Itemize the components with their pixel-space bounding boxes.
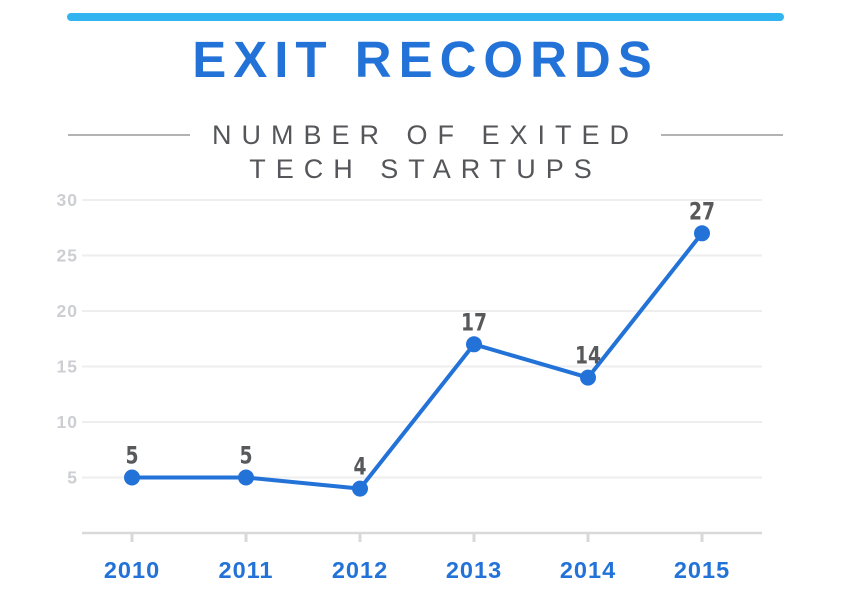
data-point-label: 4 — [353, 453, 366, 481]
data-point-dot — [124, 469, 140, 486]
data-point-dot — [580, 369, 596, 386]
subtitle-right-rule — [661, 134, 784, 136]
data-point-dot — [352, 480, 368, 497]
x-tick-label: 2015 — [674, 557, 730, 583]
y-tick-label: 25 — [57, 246, 78, 266]
data-point-dot — [466, 336, 482, 353]
subtitle-line-1: NUMBER OF EXITED — [211, 120, 640, 150]
data-point-label: 5 — [239, 442, 252, 470]
y-tick-label: 10 — [57, 412, 78, 432]
x-tick-label: 2011 — [219, 557, 274, 583]
chart-subtitle: NUMBER OF EXITED — [0, 118, 851, 152]
x-tick-label: 2013 — [446, 557, 502, 583]
x-tick-label: 2010 — [104, 557, 160, 583]
y-tick-label: 20 — [57, 301, 78, 321]
data-point-dot — [694, 225, 710, 242]
data-point-label: 5 — [125, 442, 138, 470]
subtitle-left-rule — [67, 134, 190, 136]
page-title: EXIT RECORDS — [192, 31, 659, 88]
x-tick-label: 2012 — [332, 557, 388, 583]
y-tick-label: 15 — [57, 357, 78, 377]
top-accent-bar — [67, 13, 784, 21]
y-tick-label: 30 — [57, 190, 78, 210]
x-tick-label: 2014 — [560, 557, 616, 583]
data-point-label: 14 — [575, 342, 601, 370]
data-point-dot — [238, 469, 254, 486]
data-point-label: 17 — [461, 309, 487, 337]
subtitle-line-2: TECH STARTUPS — [249, 154, 602, 184]
y-tick-label: 5 — [67, 468, 78, 488]
series-line — [130, 231, 704, 491]
data-point-label: 27 — [689, 198, 715, 226]
